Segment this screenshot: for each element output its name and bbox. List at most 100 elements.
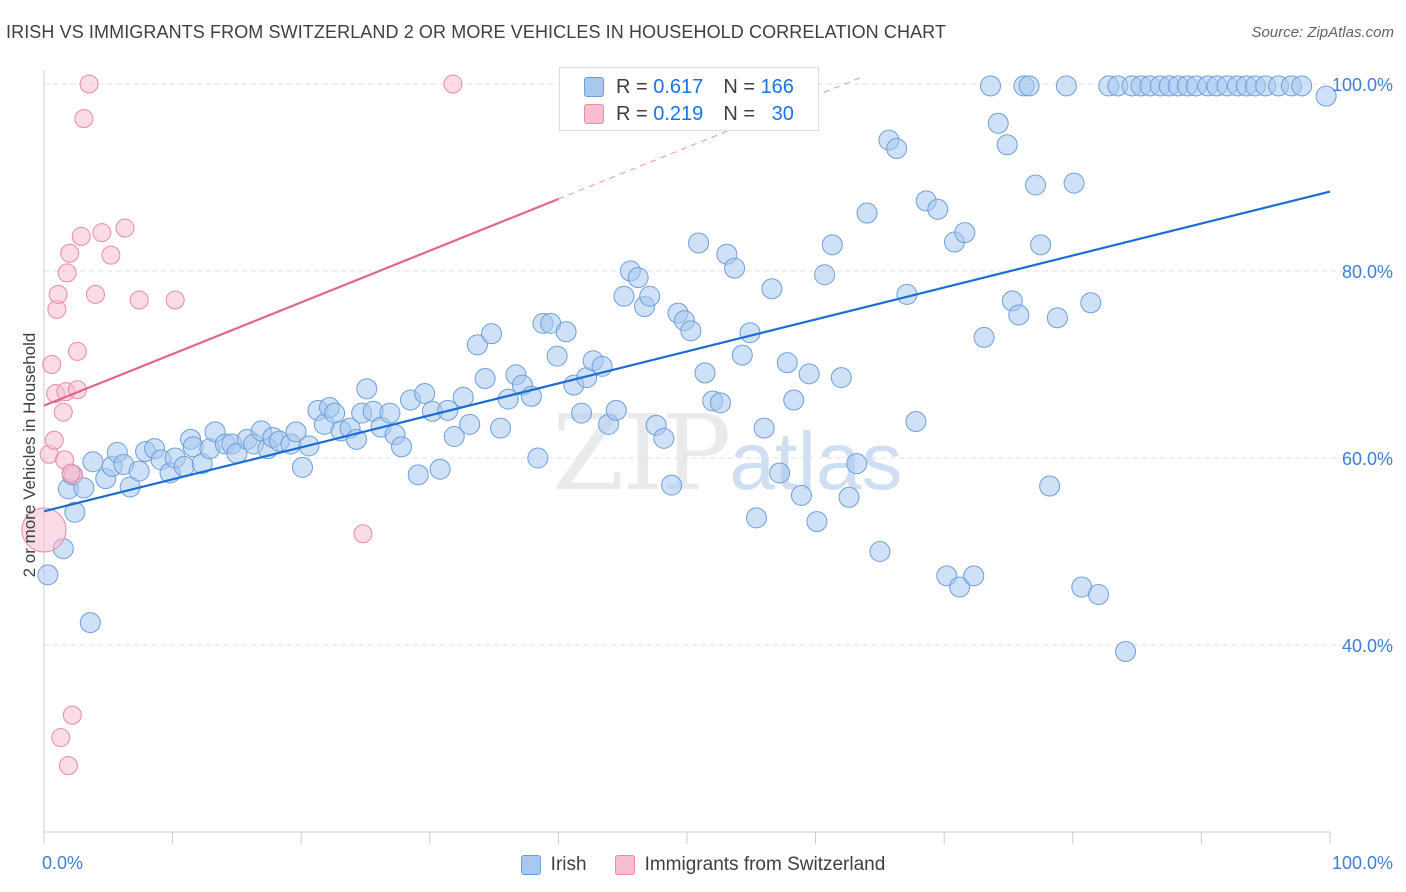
point-irish (1018, 75, 1040, 97)
point-irish (846, 453, 868, 475)
point-irish (555, 321, 577, 343)
point-irish (694, 362, 716, 384)
point-irish (1080, 292, 1102, 314)
point-irish (285, 421, 307, 443)
point-irish (128, 460, 150, 482)
point-irish (324, 402, 346, 424)
point-swiss (79, 74, 99, 94)
point-irish (724, 257, 746, 279)
point-irish (79, 612, 101, 634)
trend-layer (43, 76, 1331, 513)
bottom-legend-item-irish[interactable]: Irish (520, 854, 587, 876)
point-swiss (71, 226, 91, 246)
point-irish (1025, 174, 1047, 196)
bottom-legend-label-swiss: Immigrants from Switzerland (644, 854, 886, 875)
point-swiss (42, 355, 62, 375)
point-swiss (67, 341, 87, 361)
point-irish (627, 267, 649, 289)
chart-source: Source: ZipAtlas.com (1251, 24, 1394, 41)
chart-title: IRISH VS IMMIGRANTS FROM SWITZERLAND 2 O… (6, 22, 947, 42)
legend-r-label: R = (616, 75, 648, 98)
point-irish (996, 134, 1018, 156)
trend-line-irish (43, 190, 1331, 513)
point-irish (838, 486, 860, 508)
point-irish (466, 334, 488, 356)
bottom-legend-label-irish: Irish (550, 854, 587, 875)
point-irish (1063, 172, 1085, 194)
point-irish (429, 458, 451, 480)
stats-legend: R = 0.617 N = 166 R = 0.219 N = 30 (559, 67, 819, 131)
point-irish (173, 455, 195, 477)
points-irish (37, 75, 1337, 663)
y-tick-label: 40.0% (1342, 636, 1393, 656)
legend-r-value-swiss: 0.219 (653, 102, 704, 125)
bottom-legend: Irish Immigrants from Switzerland (0, 852, 1406, 878)
point-irish (1046, 307, 1068, 329)
point-swiss (129, 290, 149, 310)
point-irish (927, 198, 949, 220)
point-irish (856, 202, 878, 224)
point-irish (709, 392, 731, 414)
point-irish (731, 344, 753, 366)
point-irish (661, 474, 683, 496)
point-irish (905, 411, 927, 433)
point-irish (474, 368, 496, 390)
x-tick-label: 100.0% (1332, 853, 1393, 873)
point-irish (64, 501, 86, 523)
bottom-legend-swatch-swiss (614, 855, 635, 875)
point-irish (869, 541, 891, 563)
point-irish (949, 576, 971, 598)
trend-line-swiss (43, 198, 559, 407)
point-swiss (101, 245, 121, 265)
points-swiss (21, 74, 463, 776)
point-irish (613, 285, 635, 307)
legend-row-swiss: R = 0.219 N = 30 (584, 102, 794, 126)
point-irish (356, 378, 378, 400)
point-irish (379, 402, 401, 424)
point-irish (490, 417, 512, 439)
point-irish (82, 451, 104, 473)
y-tick-label: 60.0% (1342, 449, 1393, 469)
point-swiss (443, 74, 463, 94)
point-irish (761, 278, 783, 300)
x-tick-label: 0.0% (42, 853, 83, 873)
point-irish (739, 322, 761, 344)
point-irish (459, 413, 481, 435)
point-irish (821, 234, 843, 256)
point-irish (73, 477, 95, 499)
point-swiss (48, 284, 68, 304)
point-swiss (51, 728, 71, 748)
point-irish (1030, 234, 1052, 256)
legend-swatch-irish (584, 77, 604, 97)
point-swiss (61, 463, 81, 483)
point-irish (414, 382, 436, 404)
point-irish (653, 427, 675, 449)
point-irish (769, 462, 791, 484)
point-irish (527, 447, 549, 469)
point-irish (963, 565, 985, 587)
point-swiss (57, 263, 77, 283)
point-swiss (92, 223, 112, 243)
point-irish (1039, 475, 1061, 497)
point-irish (1055, 75, 1077, 97)
y-axis-label: 2 or more Vehicles in Household (20, 332, 39, 578)
legend-n-value-swiss: 30 (771, 102, 794, 125)
point-irish (407, 464, 429, 486)
point-irish (391, 436, 413, 458)
bottom-legend-item-swiss[interactable]: Immigrants from Switzerland (614, 854, 886, 876)
point-irish (798, 363, 820, 385)
legend-r-value-irish: 0.617 (653, 75, 704, 98)
y-tick-label: 100.0% (1332, 75, 1393, 95)
point-irish (987, 112, 1009, 134)
point-swiss (353, 524, 373, 544)
point-irish (830, 367, 852, 389)
legend-n-label: N = (723, 75, 755, 98)
point-irish (546, 345, 568, 367)
point-irish (886, 138, 908, 160)
point-irish (979, 75, 1001, 97)
point-irish (481, 323, 503, 345)
point-irish (973, 326, 995, 348)
point-swiss (74, 109, 94, 129)
point-swiss (62, 705, 82, 725)
